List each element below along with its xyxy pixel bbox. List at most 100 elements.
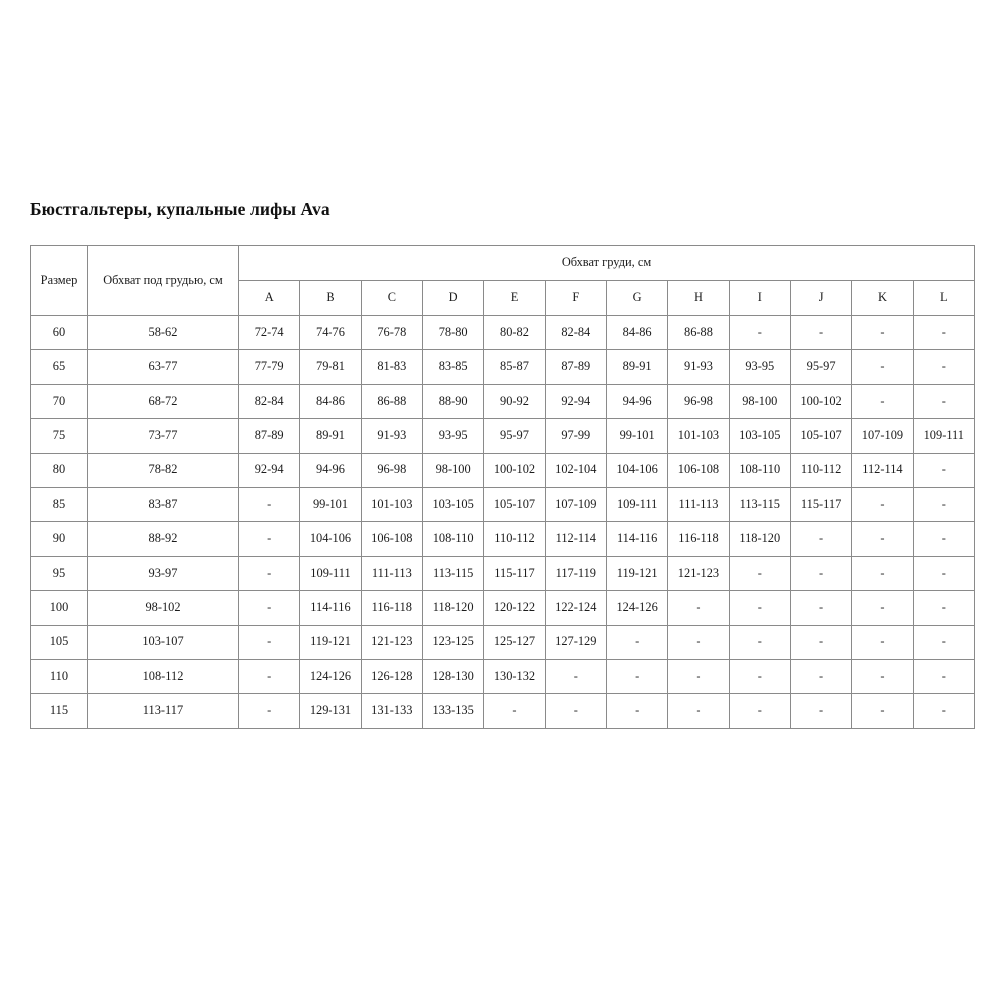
cell-cup-h: 116-118 [667, 521, 730, 557]
cell-cup-h: 106-108 [667, 452, 730, 488]
cell-cup-d: 133-135 [421, 693, 485, 729]
cell-cup-f: 87-89 [544, 349, 607, 385]
cell-cup-h: 121-123 [667, 555, 730, 592]
cell-cup-j: - [789, 555, 853, 592]
table-row: 90 88-92-104-106 106-108 108-110 110-112 112-… [30, 521, 976, 557]
cell-underbust: 58-62 [87, 314, 239, 351]
cell-cup-l: - [912, 314, 976, 351]
cell-underbust: 93-97 [87, 555, 239, 592]
cell-cup-h: 96-98 [667, 383, 730, 420]
cell-size: 90 [30, 521, 88, 557]
cell-cup-c: 111-113 [360, 555, 423, 592]
table-row: 80 78-82 92-94 94-96 96-98 98-100 100-102 102-1… [30, 452, 976, 488]
cell-cup-b: 84-86 [299, 383, 362, 420]
cell-cup-e: 80-82 [483, 314, 546, 351]
cell-cup-e: 115-117 [483, 555, 546, 592]
cell-cup-c: 91-93 [360, 418, 423, 454]
cell-cup-g: 84-86 [605, 314, 669, 351]
header-cup-a: A [237, 280, 301, 316]
cell-cup-c: 131-133 [360, 693, 423, 729]
cell-cup-g: 104-106 [605, 452, 669, 488]
table-header: Размер Обхват под грудью, см Обхват груд… [30, 245, 976, 316]
header-cup-k: K [851, 280, 914, 316]
cell-cup-c: 106-108 [360, 521, 423, 557]
table-row: 60 58-62 72-74 74-76 76-78 78-80 80-82 82-84 84-… [30, 314, 976, 351]
cell-cup-k: - [851, 555, 914, 592]
cell-size: 75 [30, 418, 88, 454]
cell-cup-a: - [237, 521, 301, 557]
cell-cup-d: 113-115 [421, 555, 485, 592]
cell-cup-e: 100-102 [483, 452, 546, 488]
cell-cup-e: - [483, 693, 546, 729]
cell-cup-e: 95-97 [483, 418, 546, 454]
cell-cup-f: 97-99 [544, 418, 607, 454]
cell-cup-h: 91-93 [667, 349, 730, 385]
cell-cup-j: 95-97 [789, 349, 853, 385]
cell-cup-k: - [851, 521, 914, 557]
cell-cup-l: - [912, 521, 976, 557]
cell-cup-k: - [851, 693, 914, 729]
cell-underbust: 103-107 [87, 624, 239, 660]
cell-cup-c: 101-103 [360, 486, 423, 523]
cell-cup-f: 82-84 [544, 314, 607, 351]
cell-cup-l: - [912, 486, 976, 523]
cell-cup-d: 98-100 [421, 452, 485, 488]
cell-cup-i: - [728, 658, 791, 695]
cell-cup-j: 105-107 [789, 418, 853, 454]
cell-cup-e: 120-122 [483, 590, 546, 626]
table-row: 75 73-77 87-89 89-91 91-93 93-95 95-97 97-99 99-… [30, 418, 976, 454]
cell-cup-a: 87-89 [237, 418, 301, 454]
cell-cup-c: 76-78 [360, 314, 423, 351]
cell-cup-d: 108-110 [421, 521, 485, 557]
cell-underbust: 63-77 [87, 349, 239, 385]
cell-cup-j: - [789, 624, 853, 660]
cell-cup-i: - [728, 693, 791, 729]
cell-cup-e: 130-132 [483, 658, 546, 695]
cell-cup-g: 99-101 [605, 418, 669, 454]
header-cup-l: L [912, 280, 976, 316]
cell-cup-g: 124-126 [605, 590, 669, 626]
cell-cup-f: 107-109 [544, 486, 607, 523]
cell-cup-c: 86-88 [360, 383, 423, 420]
cell-cup-e: 90-92 [483, 383, 546, 420]
cell-cup-i: 98-100 [728, 383, 791, 420]
cell-cup-g: 109-111 [605, 486, 669, 523]
cell-cup-e: 110-112 [483, 521, 546, 557]
cell-underbust: 73-77 [87, 418, 239, 454]
cell-cup-i: - [728, 555, 791, 592]
table-row: 65 63-77 77-79 79-81 81-83 83-85 85-87 87-89 89-… [30, 349, 976, 385]
cell-underbust: 108-112 [87, 658, 239, 695]
cell-cup-g: 119-121 [605, 555, 669, 592]
table-row: 110 108-112-124-126 126-128 128-130 130-132-… [30, 658, 976, 695]
cell-cup-i: 93-95 [728, 349, 791, 385]
cell-cup-a: - [237, 693, 301, 729]
cell-cup-l: - [912, 383, 976, 420]
table-row: 100 98-102-114-116 116-118 118-120 120-122 12… [30, 590, 976, 626]
cell-cup-f: 127-129 [544, 624, 607, 660]
cell-cup-b: 99-101 [299, 486, 362, 523]
cell-cup-c: 126-128 [360, 658, 423, 695]
cell-cup-b: 114-116 [299, 590, 362, 626]
cell-size: 80 [30, 452, 88, 488]
cell-cup-b: 89-91 [299, 418, 362, 454]
cell-cup-l: - [912, 658, 976, 695]
cell-cup-h: 86-88 [667, 314, 730, 351]
cell-cup-d: 88-90 [421, 383, 485, 420]
cell-cup-h: - [667, 693, 730, 729]
cell-cup-f: 92-94 [544, 383, 607, 420]
cell-cup-i: 108-110 [728, 452, 791, 488]
header-cup-b: B [299, 280, 362, 316]
cell-size: 100 [30, 590, 88, 626]
cell-cup-d: 78-80 [421, 314, 485, 351]
cell-cup-l: - [912, 555, 976, 592]
cell-cup-f: - [544, 693, 607, 729]
cell-underbust: 88-92 [87, 521, 239, 557]
table-row: 105 103-107-119-121 121-123 123-125 125-127 1… [30, 624, 976, 660]
cell-cup-a: - [237, 555, 301, 592]
cell-cup-j: - [789, 693, 853, 729]
size-chart-table: Размер Обхват под грудью, см Обхват груд… [30, 245, 976, 729]
cell-cup-c: 96-98 [360, 452, 423, 488]
cell-underbust: 83-87 [87, 486, 239, 523]
table-row: 115 113-117-129-131 131-133 133-135- - - - - - - - [30, 693, 976, 729]
